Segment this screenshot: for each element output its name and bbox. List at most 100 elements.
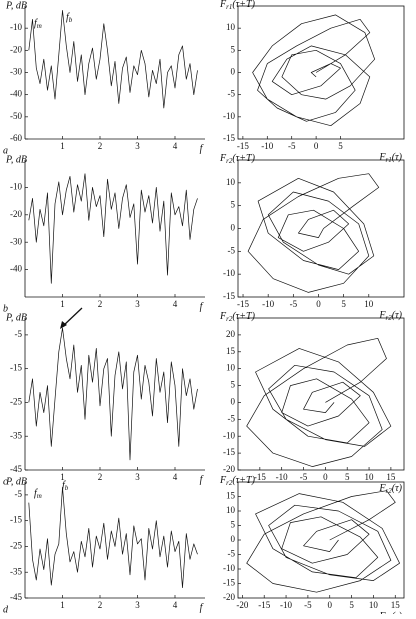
x-axis-label: f <box>200 474 204 485</box>
panel-letter: b <box>3 303 8 314</box>
x-axis-label: f <box>200 602 204 613</box>
y-tick-label: -5 <box>228 245 236 255</box>
x-tick-label: 1 <box>60 600 65 610</box>
y-tick-label: 5 <box>231 380 236 390</box>
x-tick-label: 5 <box>338 141 343 151</box>
x-tick-label: 4 <box>173 299 178 309</box>
y-tick-label: -30 <box>10 67 22 77</box>
plot-frame <box>237 481 405 599</box>
arrow <box>62 307 83 327</box>
x-tick-label: -5 <box>290 299 298 309</box>
x-tick-label: -10 <box>280 600 292 610</box>
y-axis-label-main: F <box>219 311 227 322</box>
series-line <box>246 490 400 593</box>
x-tick-label: 5 <box>349 600 354 610</box>
plot-frame <box>237 159 405 298</box>
x-tick-label: -15 <box>254 472 266 482</box>
y-tick-label: -35 <box>10 566 22 576</box>
y-tick-label: 10 <box>226 363 236 373</box>
y-axis-label: P, dB <box>5 312 27 323</box>
x-tick-label: -10 <box>262 299 274 309</box>
y-tick-label: -10 <box>10 181 22 191</box>
x-tick-label: -20 <box>236 600 248 610</box>
x-axis-label-main: F <box>378 152 386 163</box>
y-tick-label: -10 <box>10 22 22 32</box>
x-axis-label-rest: (τ) <box>392 310 403 321</box>
series-line <box>247 173 380 293</box>
y-tick-label: -15 <box>10 515 22 525</box>
y-axis-label: P, dB <box>5 154 27 165</box>
y-axis-label-rest: (τ+T) <box>232 475 255 486</box>
annotation-main: f <box>62 480 66 491</box>
y-axis-label: Fr2(τ+T) <box>219 475 256 486</box>
y-tick-label: -60 <box>10 133 22 143</box>
x-tick-label: 5 <box>341 299 346 309</box>
y-tick-label: -45 <box>10 464 22 474</box>
x-axis-label-rest: (τ) <box>392 483 403 494</box>
panel-letter: d <box>3 604 9 614</box>
y-axis-label: P, dB <box>5 0 27 11</box>
x-axis-label: f <box>200 301 204 312</box>
x-tick-label: 4 <box>173 141 178 151</box>
annotation: fm <box>34 488 42 499</box>
x-tick-label: 10 <box>369 600 379 610</box>
x-tick-label: 10 <box>365 472 375 482</box>
y-tick-label: -15 <box>223 291 235 301</box>
x-tick-label: 0 <box>327 600 332 610</box>
panel-letter: a <box>3 145 8 156</box>
y-axis-label-sub: r2 <box>226 479 233 487</box>
x-tick-label: 2 <box>98 141 103 151</box>
y-axis-label: P, dB <box>5 476 27 487</box>
x-axis-label-sub: r2 <box>386 487 393 495</box>
y-tick-label: -5 <box>228 549 236 559</box>
y-axis-label-sub: r1 <box>226 3 232 11</box>
series-line <box>28 10 198 109</box>
annotation-main: f <box>66 12 70 23</box>
y-tick-label: 5 <box>231 44 236 54</box>
x-axis-label-main: F <box>378 483 386 494</box>
x-tick-label: 2 <box>98 600 103 610</box>
y-tick-label: 5 <box>231 520 236 530</box>
annotation-main: f <box>34 18 38 29</box>
y-axis-label-rest: (τ+T) <box>232 311 255 322</box>
y-tick-label: -20 <box>10 44 22 54</box>
annotation-sub: m <box>37 22 42 30</box>
y-tick-label: -5 <box>228 413 236 423</box>
y-tick-label: -10 <box>223 268 235 278</box>
y-tick-label: 0 <box>231 223 236 233</box>
y-tick-label: 15 <box>226 346 236 356</box>
y-tick-label: -15 <box>223 447 235 457</box>
y-axis-label-sub: r2 <box>226 157 233 165</box>
y-tick-label: -10 <box>223 563 235 573</box>
y-tick-label: -20 <box>10 209 22 219</box>
y-tick-label: -10 <box>223 430 235 440</box>
y-tick-label: 15 <box>226 491 236 501</box>
y-tick-label: -15 <box>223 578 235 588</box>
annotation: fm <box>34 18 42 29</box>
x-axis-label: f <box>200 143 204 154</box>
x-tick-label: 0 <box>314 141 319 151</box>
plot-frame <box>237 317 405 471</box>
y-tick-label: -20 <box>223 464 235 474</box>
y-tick-label: -25 <box>10 541 22 551</box>
annotation-sub: b <box>69 16 73 24</box>
x-tick-label: 2 <box>98 299 103 309</box>
y-axis-label: Fr2(τ+T) <box>219 153 256 164</box>
y-tick-label: -30 <box>10 236 22 246</box>
x-tick-label: 4 <box>173 472 178 482</box>
x-tick-label: 10 <box>364 299 374 309</box>
x-tick-label: -15 <box>237 141 249 151</box>
y-tick-label: 20 <box>226 329 236 339</box>
y-axis-label-sub: r2 <box>226 315 233 323</box>
y-tick-label: 5 <box>231 200 236 210</box>
x-tick-label: -15 <box>258 600 270 610</box>
panel-letter: c <box>3 476 8 487</box>
y-tick-label: -50 <box>10 111 22 121</box>
y-axis-label: Fr2(τ+T) <box>219 311 256 322</box>
y-tick-label: -40 <box>10 264 22 274</box>
y-tick-label: -25 <box>10 397 22 407</box>
x-tick-label: 1 <box>60 472 65 482</box>
y-axis-label: Fr1(τ+T) <box>219 0 256 11</box>
x-tick-label: -5 <box>300 472 308 482</box>
x-tick-label: 5 <box>345 472 350 482</box>
